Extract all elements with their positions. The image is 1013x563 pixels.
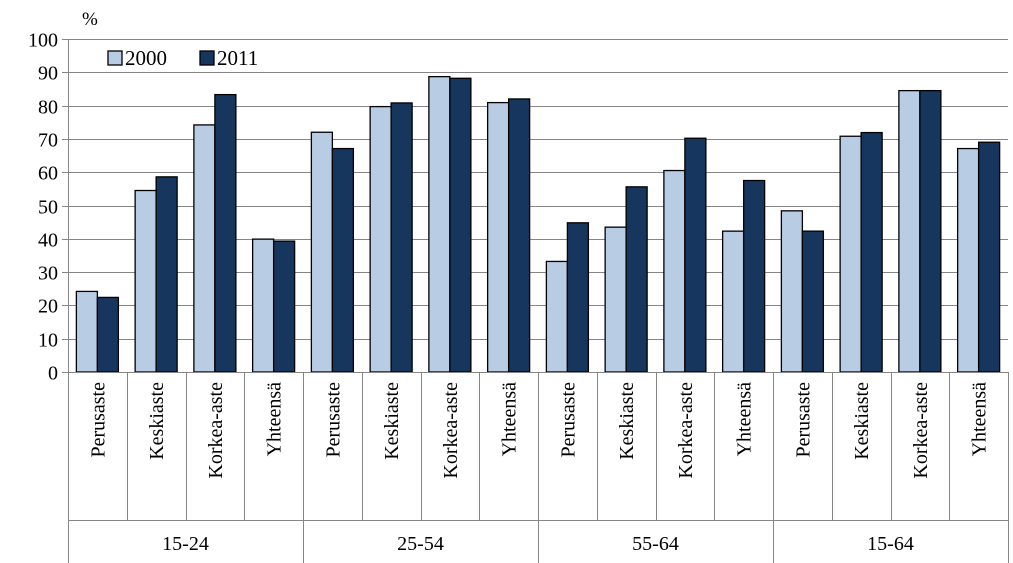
legend-swatch-2000 [107, 50, 123, 66]
y-tick-label-20: 20 [38, 296, 58, 318]
bar-2011-25-54-Yhteensä [507, 98, 531, 373]
x-category-label: Perusaste [557, 382, 579, 458]
axes [62, 39, 1009, 563]
bar-2000-55-64-Yhteensä [721, 230, 745, 373]
y-tick-label-0: 0 [48, 363, 58, 385]
bar-2000-25-54-Keskiaste [369, 105, 392, 373]
x-category-label: Yhteensä [264, 382, 286, 457]
y-tick-label-100: 100 [28, 30, 58, 52]
bar-2000-15-24-Perusaste [75, 290, 99, 373]
bar-2000-25-54-Yhteensä [486, 101, 510, 373]
bar-2011-55-64-Yhteensä [742, 179, 766, 373]
y-tick-label-70: 70 [38, 130, 58, 152]
x-category-label: Perusaste [322, 382, 344, 458]
bar-2011-55-64-Perusaste [566, 222, 590, 373]
bar-2011-15-24-Yhteensä [272, 240, 296, 373]
x-category-label: Keskiaste [851, 382, 873, 460]
bar-2000-25-54-Korkea-aste [428, 75, 451, 373]
x-group-label: 55-64 [632, 533, 679, 555]
bar-2011-25-54-Korkea-aste [449, 77, 472, 373]
bar-2011-15-24-Perusaste [96, 296, 120, 373]
bar-2000-15-64-Keskiaste [839, 135, 862, 373]
x-category-label: Korkea-aste [910, 382, 932, 479]
x-category-label: Keskiaste [381, 382, 403, 460]
labels: 0 10 20 30 40 50 60 70 80 90 100% Perusaste Keskiast… [28, 9, 991, 555]
bar-2011-15-64-Korkea-aste [919, 89, 942, 373]
y-tick-label-90: 90 [38, 63, 58, 85]
y-tick-label-80: 80 [38, 97, 58, 119]
bar-2000-15-24-Yhteensä [251, 238, 275, 373]
y-tick-label-40: 40 [38, 230, 58, 252]
x-group-label: 25-54 [397, 533, 444, 555]
bar-2000-15-24-Keskiaste [134, 189, 157, 373]
bar-2011-25-54-Keskiaste [390, 102, 413, 373]
bar-2000-55-64-Keskiaste [604, 226, 627, 373]
bar-2011-15-24-Keskiaste [155, 176, 178, 373]
y-tick-label-50: 50 [38, 197, 58, 219]
bars [75, 75, 1001, 373]
y-unit-label: % [82, 9, 98, 30]
x-category-label: Keskiaste [146, 382, 168, 460]
bar-2000-15-24-Korkea-aste [193, 124, 216, 373]
y-tick-label-30: 30 [38, 263, 58, 285]
y-tick-label-60: 60 [38, 163, 58, 185]
x-group-label: 15-64 [867, 533, 914, 555]
bar-2011-15-64-Yhteensä [977, 141, 1001, 373]
bar-2011-25-54-Perusaste [331, 147, 355, 373]
x-category-label: Perusaste [792, 382, 814, 458]
bar-2000-25-54-Perusaste [310, 131, 334, 373]
x-group-label: 15-24 [162, 533, 209, 555]
x-category-label: Keskiaste [616, 382, 638, 460]
bar-2011-15-64-Perusaste [801, 230, 825, 373]
legend-label-2000: 2000 [125, 46, 167, 70]
bar-2011-55-64-Korkea-aste [684, 137, 707, 373]
x-category-label: Korkea-aste [205, 382, 227, 479]
bar-2000-55-64-Perusaste [545, 260, 569, 373]
legend-swatch-2011 [199, 50, 215, 66]
bar-2000-15-64-Korkea-aste [898, 89, 921, 373]
bar-2000-55-64-Korkea-aste [663, 169, 686, 373]
x-category-label: Yhteensä [969, 382, 991, 457]
legend: 2000 2011 [107, 46, 258, 70]
x-category-label: Korkea-aste [675, 382, 697, 479]
x-category-label: Yhteensä [499, 382, 521, 457]
bar-2011-15-64-Keskiaste [860, 131, 883, 373]
bar-2000-15-64-Perusaste [780, 210, 804, 373]
x-category-label: Korkea-aste [440, 382, 462, 479]
y-tick-label-10: 10 [38, 330, 58, 352]
x-category-label: Perusaste [87, 382, 109, 458]
x-category-label: Yhteensä [734, 382, 756, 457]
legend-label-2011: 2011 [217, 46, 258, 70]
bar-2011-15-24-Korkea-aste [214, 93, 237, 373]
bar-2000-15-64-Yhteensä [956, 147, 980, 373]
bar-2011-55-64-Keskiaste [625, 186, 648, 373]
